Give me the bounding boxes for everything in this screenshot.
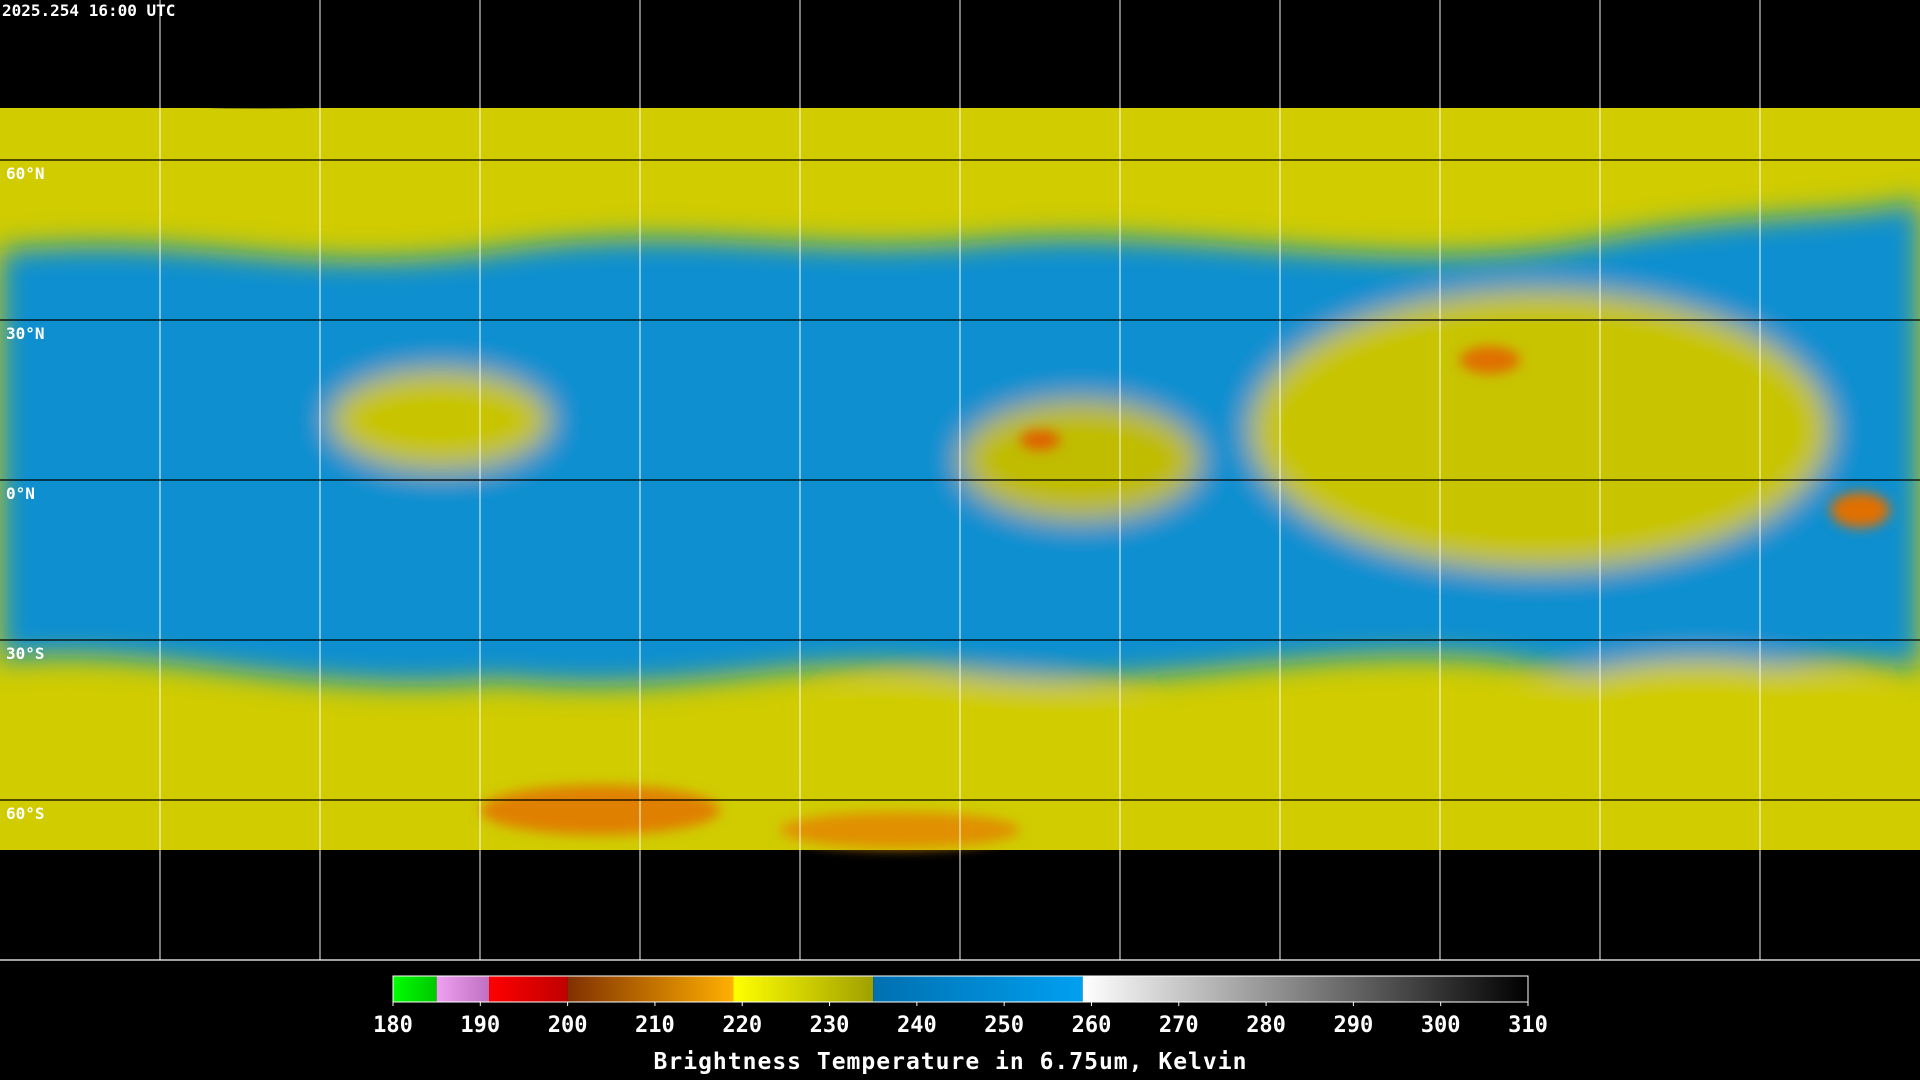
colorbar-tick-label: 280 <box>1246 1013 1286 1038</box>
colorbar-title: Brightness Temperature in 6.75um, Kelvin <box>654 1049 1248 1075</box>
timestamp: 2025.254 16:00 UTC <box>2 1 175 20</box>
colorbar: 180 190 200 210 220 230 240 250 260 270 280 290 300 3… <box>373 975 1548 1075</box>
convection <box>480 346 1890 848</box>
latitude-label: 0°N <box>6 484 35 503</box>
colorbar-segment <box>733 976 874 1002</box>
latitude-label: 60°S <box>6 804 45 823</box>
colorbar-frame <box>392 975 1529 1003</box>
graticule: 60°N 30°N 0°N 30°S 60°S <box>0 0 1920 961</box>
colorbar-tick-label: 290 <box>1334 1013 1374 1038</box>
latitude-label: 30°S <box>6 644 45 663</box>
colorbar-tick-label: 200 <box>548 1013 588 1038</box>
colorbar-segment <box>489 976 568 1002</box>
latitude-label: 60°N <box>6 164 45 183</box>
colorbar-tick-label: 250 <box>984 1013 1024 1038</box>
colorbar-segment <box>1082 976 1528 1002</box>
colorbar-tick-label: 190 <box>460 1013 500 1038</box>
latitude-label: 30°N <box>6 324 45 343</box>
colorbar-tick-label: 270 <box>1159 1013 1199 1038</box>
colorbar-segment <box>873 976 1083 1002</box>
colorbar-tick-label: 180 <box>373 1013 413 1038</box>
colorbar-tick-label: 230 <box>810 1013 850 1038</box>
colorbar-tick-label: 260 <box>1072 1013 1112 1038</box>
colorbar-segment <box>393 976 437 1002</box>
colorbar-tick-label: 300 <box>1421 1013 1461 1038</box>
colorbar-tick-label: 220 <box>722 1013 762 1038</box>
colorbar-segment <box>567 976 734 1002</box>
colorbar-tick-label: 240 <box>897 1013 937 1038</box>
colorbar-tick-label: 310 <box>1508 1013 1548 1038</box>
colorbar-tick-label: 210 <box>635 1013 675 1038</box>
colorbar-segment <box>436 976 490 1002</box>
